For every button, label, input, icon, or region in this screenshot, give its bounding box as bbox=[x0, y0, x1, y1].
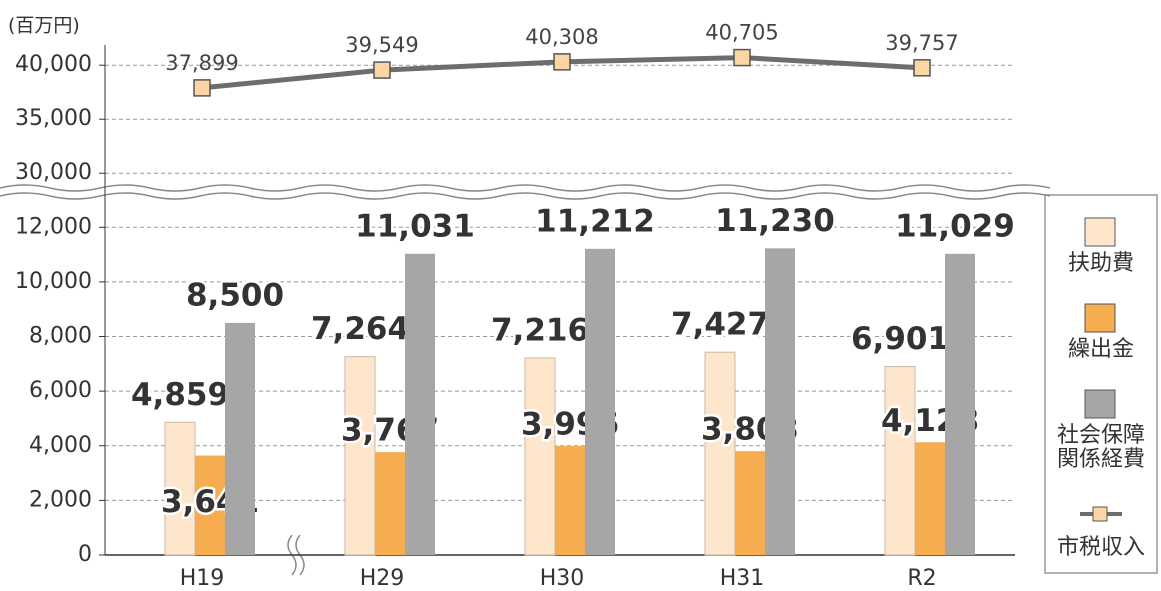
y-tick-label: 30,000 bbox=[15, 160, 92, 185]
bar bbox=[375, 452, 405, 555]
legend-swatch bbox=[1084, 303, 1116, 333]
legend-label: 繰出金 bbox=[1067, 337, 1134, 362]
legend-swatch bbox=[1084, 389, 1116, 419]
y-tick-label: 12,000 bbox=[15, 214, 92, 239]
bar bbox=[555, 445, 585, 555]
y-tick-label: 0 bbox=[78, 542, 92, 567]
data-label: 37,899 bbox=[165, 51, 238, 75]
bar bbox=[945, 253, 975, 555]
data-label: 40,705 bbox=[705, 21, 778, 45]
bar bbox=[735, 451, 765, 555]
bar bbox=[344, 356, 376, 556]
bar bbox=[195, 455, 225, 555]
data-label: 39,757 bbox=[885, 31, 958, 55]
legend-label: 扶助費 bbox=[1067, 251, 1134, 276]
y-tick-label: 4,000 bbox=[29, 433, 92, 458]
data-label: 11,029 bbox=[895, 208, 1015, 244]
data-label: 11,031 bbox=[355, 208, 475, 244]
bar bbox=[585, 248, 615, 555]
line-marker bbox=[193, 79, 211, 97]
legend-marker bbox=[1092, 506, 1108, 522]
bar bbox=[405, 253, 435, 555]
data-label: 6,901 bbox=[851, 321, 949, 357]
bar bbox=[704, 351, 736, 556]
bar bbox=[225, 322, 255, 555]
x-tick-label: H31 bbox=[720, 566, 765, 591]
data-label: 11,230 bbox=[715, 203, 835, 239]
y-axis-unit: (百万円) bbox=[8, 15, 80, 37]
legend-label: 市税収入 bbox=[1056, 535, 1145, 560]
y-tick-label: 40,000 bbox=[15, 52, 92, 77]
data-label: 7,427 bbox=[671, 307, 769, 343]
y-tick-label: 35,000 bbox=[15, 106, 92, 131]
line-marker bbox=[373, 61, 391, 79]
data-label: 7,216 bbox=[491, 312, 589, 348]
y-tick-label: 2,000 bbox=[29, 487, 92, 512]
line-marker bbox=[733, 48, 751, 67]
bar bbox=[915, 442, 945, 555]
data-label: 40,308 bbox=[525, 25, 598, 49]
axis-break bbox=[0, 184, 1051, 200]
bar bbox=[765, 248, 795, 556]
bar bbox=[524, 357, 556, 556]
x-tick-label: H29 bbox=[360, 566, 405, 591]
x-tick-label: R2 bbox=[907, 566, 936, 591]
bar bbox=[884, 366, 916, 556]
data-label: 4,859 bbox=[131, 377, 229, 413]
line-marker bbox=[553, 53, 571, 71]
data-label: 8,500 bbox=[186, 277, 284, 313]
data-label: 11,212 bbox=[535, 203, 655, 239]
x-tick-label: H19 bbox=[180, 566, 225, 591]
line-marker bbox=[913, 59, 931, 77]
data-label: 7,264 bbox=[311, 311, 409, 347]
legend-swatch bbox=[1084, 217, 1116, 247]
y-tick-label: 8,000 bbox=[29, 324, 92, 349]
x-tick-label: H30 bbox=[540, 566, 585, 591]
data-label: 39,549 bbox=[345, 33, 418, 57]
y-tick-label: 6,000 bbox=[29, 378, 92, 403]
legend-label: 社会保障関係経費 bbox=[1057, 423, 1146, 472]
y-tick-label: 10,000 bbox=[15, 269, 92, 294]
